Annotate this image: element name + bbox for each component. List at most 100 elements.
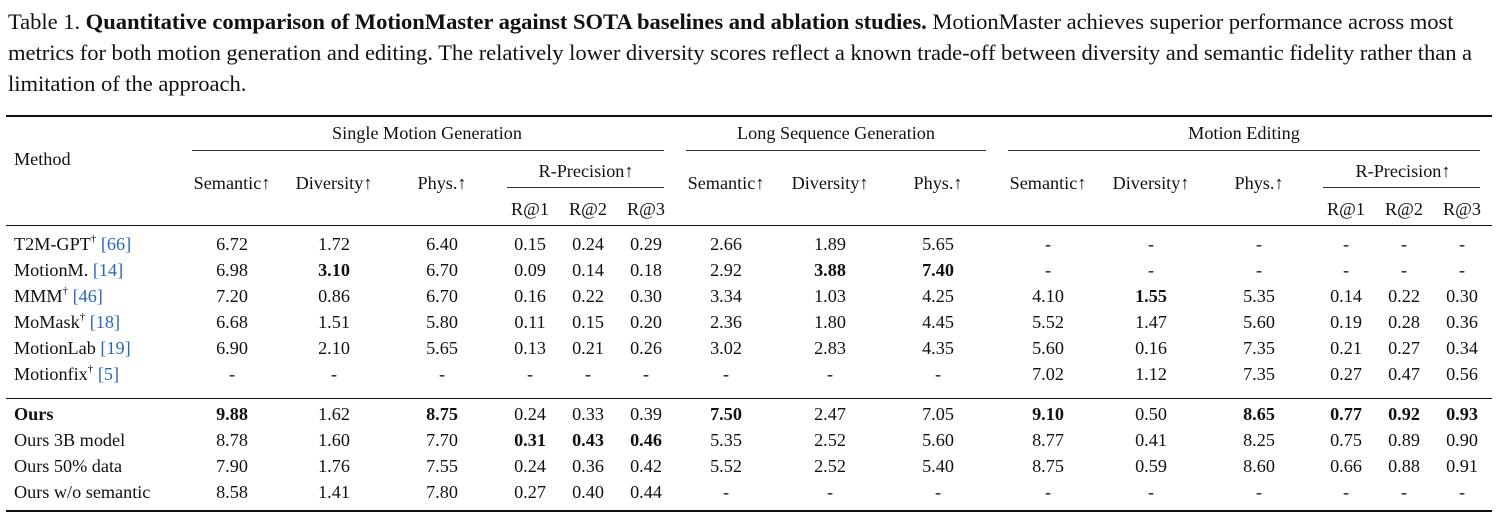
table-cell: 7.55 xyxy=(426,456,458,476)
table-cell: 0.91 xyxy=(1446,456,1478,476)
rprec-rule-editing xyxy=(1323,187,1480,188)
citation-link[interactable]: [66] xyxy=(96,234,132,254)
method-label: Motionfix† [5] xyxy=(14,362,119,386)
table-cell: 7.80 xyxy=(426,482,458,502)
col-header-phys: Phys.↑ xyxy=(417,173,467,193)
table-cell: 1.47 xyxy=(1135,312,1167,332)
method-label: Ours xyxy=(14,402,53,426)
table-cell: 8.75 xyxy=(426,404,458,424)
table-cell: 0.20 xyxy=(630,312,662,332)
citation-link[interactable]: [18] xyxy=(85,312,121,332)
col-header-r3: R@3 xyxy=(627,199,665,219)
method-name: Ours 3B model xyxy=(14,430,126,450)
table-cell: 0.16 xyxy=(1135,338,1167,358)
table-cell: 6.98 xyxy=(216,260,248,280)
table-cell: 2.92 xyxy=(710,260,742,280)
table-cell: 0.22 xyxy=(1388,286,1420,306)
col-header-r1: R@1 xyxy=(511,199,549,219)
table-cell: 0.24 xyxy=(572,234,604,254)
table-cell: 2.83 xyxy=(814,338,846,358)
method-label: MMM† [46] xyxy=(14,284,103,308)
table-cell: 7.35 xyxy=(1243,338,1275,358)
table-cell: - xyxy=(1458,260,1466,280)
table-cell: - xyxy=(722,482,730,502)
table-cell: 0.27 xyxy=(514,482,546,502)
table-cell: 5.52 xyxy=(1032,312,1064,332)
table-cell: 4.10 xyxy=(1032,286,1064,306)
table-cell: - xyxy=(826,364,834,384)
table-cell: 2.10 xyxy=(318,338,350,358)
citation-link[interactable]: [19] xyxy=(95,338,131,358)
table-cell: - xyxy=(1400,234,1408,254)
table-cell: - xyxy=(1255,234,1263,254)
table-cell: 5.60 xyxy=(1032,338,1064,358)
col-header-semantic: Semantic↑ xyxy=(193,173,271,193)
table-cell: 6.40 xyxy=(426,234,458,254)
method-name: T2M-GPT xyxy=(14,234,91,254)
bottom-rule xyxy=(6,510,1492,512)
table-caption: Table 1. Quantitative comparison of Moti… xyxy=(8,6,1496,99)
table-cell: - xyxy=(1342,482,1350,502)
method-label: Ours w/o semantic xyxy=(14,480,150,504)
table-cell: 0.16 xyxy=(514,286,546,306)
table-cell: 0.26 xyxy=(630,338,662,358)
col-header-semantic: Semantic↑ xyxy=(687,173,765,193)
table-cell: - xyxy=(1044,260,1052,280)
dagger-mark: † xyxy=(87,362,94,375)
table-cell: - xyxy=(1342,234,1350,254)
table-cell: 5.35 xyxy=(1243,286,1275,306)
citation-link[interactable]: [5] xyxy=(93,364,120,384)
table-cell: 0.43 xyxy=(572,430,604,450)
table-cell: - xyxy=(438,364,446,384)
table-cell: 7.70 xyxy=(426,430,458,450)
col-header-semantic: Semantic↑ xyxy=(1009,173,1087,193)
table-cell: 0.88 xyxy=(1388,456,1420,476)
table-cell: 7.90 xyxy=(216,456,248,476)
table-cell: 4.25 xyxy=(922,286,954,306)
table-cell: 1.51 xyxy=(318,312,350,332)
citation-link[interactable]: [46] xyxy=(68,286,103,306)
table-cell: 8.60 xyxy=(1243,456,1275,476)
table-cell: - xyxy=(1044,234,1052,254)
method-label: MotionLab [19] xyxy=(14,336,131,360)
dagger-mark: † xyxy=(90,232,97,245)
method-label: Ours 3B model xyxy=(14,428,125,452)
table-cell: 5.80 xyxy=(426,312,458,332)
table-cell: 0.09 xyxy=(514,260,546,280)
table-cell: 5.65 xyxy=(426,338,458,358)
table-cell: 0.89 xyxy=(1388,430,1420,450)
table-cell: 0.27 xyxy=(1330,364,1362,384)
table-cell: - xyxy=(1458,234,1466,254)
method-name: Ours xyxy=(14,404,54,424)
table-cell: 5.60 xyxy=(922,430,954,450)
table-cell: 0.44 xyxy=(630,482,662,502)
group-header-long: Long Sequence Generation xyxy=(737,123,935,143)
table-cell: - xyxy=(1147,482,1155,502)
col-header-phys: Phys.↑ xyxy=(913,173,963,193)
table-cell: 0.90 xyxy=(1446,430,1478,450)
table-cell: - xyxy=(330,364,338,384)
table-cell: - xyxy=(1255,482,1263,502)
method-label: T2M-GPT† [66] xyxy=(14,232,131,256)
citation-link[interactable]: [14] xyxy=(88,260,124,280)
table-cell: 0.19 xyxy=(1330,312,1362,332)
table-cell: 5.35 xyxy=(710,430,742,450)
col-header-r3: R@3 xyxy=(1443,199,1481,219)
table-cell: 9.10 xyxy=(1032,404,1064,424)
table-cell: 2.66 xyxy=(710,234,742,254)
table-cell: - xyxy=(526,364,534,384)
table-cell: 0.40 xyxy=(572,482,604,502)
table-cell: - xyxy=(1342,260,1350,280)
dagger-mark: † xyxy=(62,284,69,297)
table-cell: 0.24 xyxy=(514,456,546,476)
table-cell: 7.20 xyxy=(216,286,248,306)
table-cell: 0.30 xyxy=(630,286,662,306)
group-header-editing: Motion Editing xyxy=(1188,123,1300,143)
table-cell: 6.72 xyxy=(216,234,248,254)
table-cell: 8.77 xyxy=(1032,430,1064,450)
col-header-phys: Phys.↑ xyxy=(1234,173,1284,193)
rprec-rule-single xyxy=(507,187,664,188)
table-cell: - xyxy=(722,364,730,384)
rprecision-header: R-Precision↑ xyxy=(538,161,634,181)
table-cell: 0.27 xyxy=(1388,338,1420,358)
